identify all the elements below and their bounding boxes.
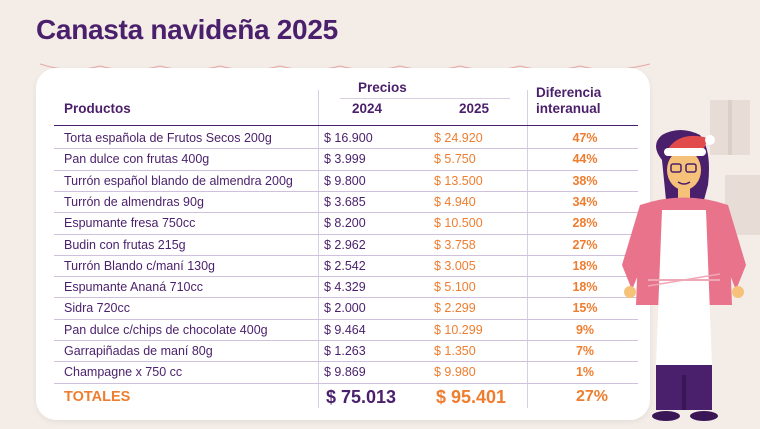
- header-precios: Precios: [358, 80, 407, 95]
- price-2024: $ 1.263: [324, 344, 366, 358]
- table-row: Budin con frutas 215g $ 2.962 $ 3.758 27%: [54, 235, 638, 256]
- price-2025: $ 5.100: [434, 280, 476, 295]
- precios-underline: [340, 98, 510, 99]
- price-diff: 1%: [575, 365, 595, 380]
- table-row: Espumante Ananá 710cc $ 4.329 $ 5.100 18%: [54, 277, 638, 298]
- header-productos: Productos: [64, 101, 131, 116]
- product-name: Torta española de Frutos Secos 200g: [64, 131, 272, 145]
- header-diferencia-line1: Diferencia: [536, 85, 602, 100]
- product-name: Espumante fresa 750cc: [64, 216, 196, 231]
- header-diferencia-line2: interanual: [536, 101, 601, 116]
- product-name: Champagne x 750 cc: [64, 365, 183, 380]
- price-diff: 9%: [575, 322, 595, 337]
- price-2025: $ 3.005: [434, 258, 476, 273]
- table-row: Turrón Blando c/maní 130g $ 2.542 $ 3.005 1…: [54, 256, 638, 277]
- product-name: Turrón Blando c/maní 130g: [64, 258, 216, 273]
- totals-label: TOTALES: [64, 389, 131, 405]
- price-2025: $ 13.500: [434, 173, 483, 188]
- price-2024: $ 9.869: [324, 365, 366, 380]
- row-separator: [54, 190, 638, 192]
- header-separator: [54, 125, 638, 126]
- price-diff: 44%: [572, 152, 598, 167]
- row-separator: [54, 212, 638, 214]
- row-separator: [54, 233, 638, 235]
- price-2025: $ 4.940: [434, 194, 476, 209]
- price-2024: $ 9.464: [324, 322, 366, 337]
- price-2024: $ 2.962: [324, 237, 366, 252]
- woman-with-santa-hat-illustration: [622, 100, 760, 421]
- product-name: Pan dulce c/chips de chocolate 400g: [64, 322, 268, 337]
- price-2025: $ 10.299: [434, 322, 483, 337]
- product-name: Sidra 720cc: [64, 301, 131, 316]
- row-separator: [54, 318, 638, 320]
- header-diferencia: Diferencia interanual: [536, 85, 636, 117]
- price-diff: 28%: [572, 216, 598, 231]
- column-divider: [318, 90, 319, 408]
- price-2025: $ 1.350: [434, 344, 476, 358]
- price-diff: 7%: [575, 344, 595, 358]
- row-separator: [54, 169, 638, 171]
- header-year-2024: 2024: [351, 101, 383, 116]
- price-2024: $ 4.329: [324, 280, 366, 295]
- totals-2024: $ 75.013: [326, 387, 397, 407]
- price-2024: $ 8.200: [324, 216, 366, 231]
- row-separator: [54, 148, 638, 150]
- totals-diff: 27%: [575, 388, 609, 405]
- product-name: Budin con frutas 215g: [64, 237, 186, 252]
- table-row: Pan dulce c/chips de chocolate 400g $ 9.4…: [54, 320, 638, 341]
- table-row: Turrón de almendras 90g $ 3.685 $ 4.940 34%: [54, 192, 638, 213]
- row-separator: [54, 276, 638, 278]
- totals-2025: $ 95.401: [436, 387, 507, 407]
- price-diff: 38%: [572, 173, 598, 188]
- header-year-2025: 2025: [458, 101, 490, 116]
- price-2025: $ 24.920: [434, 131, 483, 145]
- product-name: Turrón de almendras 90g: [64, 194, 204, 209]
- column-divider: [527, 90, 528, 408]
- table-row: Turrón español blando de almendra 200g $ …: [54, 171, 638, 192]
- row-separator: [54, 382, 638, 384]
- price-diff: 34%: [572, 194, 598, 209]
- price-2024: $ 16.900: [324, 131, 373, 145]
- table-row: Sidra 720cc $ 2.000 $ 2.299 15%: [54, 298, 638, 319]
- row-separator: [54, 361, 638, 363]
- table-row: Torta española de Frutos Secos 200g $ 16.…: [54, 128, 638, 149]
- table-row: Champagne x 750 cc $ 9.869 $ 9.980 1%: [54, 362, 638, 383]
- page-title: Canasta navideña 2025: [36, 14, 338, 45]
- price-2025: $ 10.500: [434, 216, 483, 231]
- row-separator: [54, 340, 638, 341]
- price-2024: $ 3.999: [324, 152, 366, 167]
- price-2024: $ 2.542: [324, 258, 366, 273]
- totals-row: TOTALES $ 75.013 $ 95.401 27%: [64, 384, 644, 410]
- product-name: Espumante Ananá 710cc: [64, 280, 203, 295]
- price-2024: $ 3.685: [324, 194, 366, 209]
- table-row: Pan dulce con frutas 400g $ 3.999 $ 5.750 4…: [54, 149, 638, 170]
- price-2025: $ 2.299: [434, 301, 476, 316]
- table-row: Garrapiñadas de maní 80g $ 1.263 $ 1.350 7%: [54, 341, 638, 362]
- price-diff: 18%: [572, 280, 598, 295]
- row-separator: [54, 254, 638, 256]
- product-name: Garrapiñadas de maní 80g: [64, 344, 213, 358]
- price-2024: $ 9.800: [324, 173, 366, 188]
- price-2025: $ 9.980: [434, 365, 476, 380]
- price-diff: 15%: [572, 301, 598, 316]
- price-2024: $ 2.000: [324, 301, 366, 316]
- price-diff: 18%: [572, 258, 598, 273]
- product-name: Turrón español blando de almendra 200g: [64, 173, 293, 188]
- price-2025: $ 3.758: [434, 237, 476, 252]
- row-separator: [54, 297, 638, 299]
- product-name: Pan dulce con frutas 400g: [64, 152, 210, 167]
- price-diff: 27%: [572, 237, 598, 252]
- price-diff: 47%: [572, 131, 598, 145]
- price-2025: $ 5.750: [434, 152, 476, 167]
- table-row: Espumante fresa 750cc $ 8.200 $ 10.500 28%: [54, 213, 638, 234]
